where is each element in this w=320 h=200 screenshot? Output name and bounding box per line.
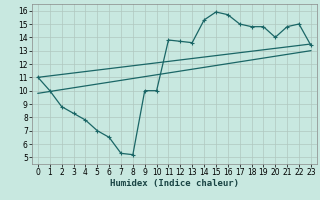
X-axis label: Humidex (Indice chaleur): Humidex (Indice chaleur): [110, 179, 239, 188]
